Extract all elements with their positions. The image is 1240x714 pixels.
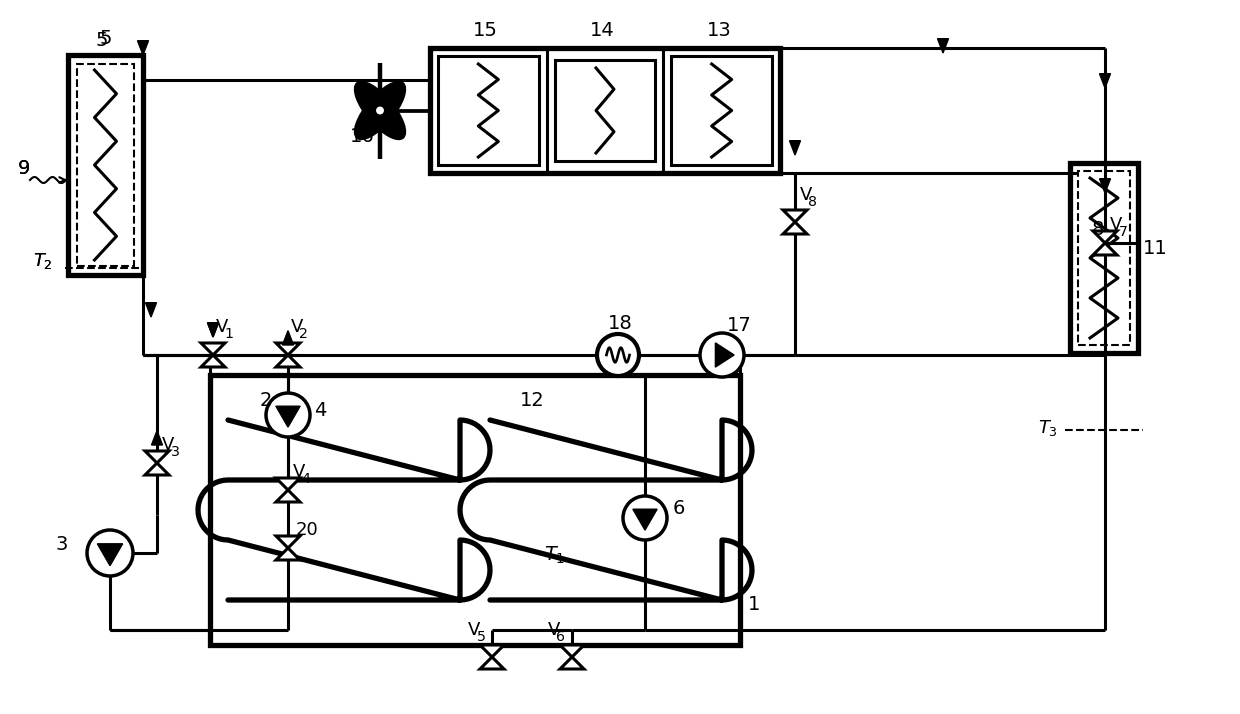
Polygon shape bbox=[98, 544, 123, 565]
Polygon shape bbox=[207, 323, 218, 337]
Circle shape bbox=[374, 106, 384, 116]
Text: 4: 4 bbox=[301, 472, 310, 486]
Text: V: V bbox=[1110, 216, 1122, 234]
Polygon shape bbox=[480, 657, 503, 669]
Polygon shape bbox=[715, 343, 734, 367]
Text: V: V bbox=[800, 186, 812, 204]
Polygon shape bbox=[145, 303, 156, 317]
Polygon shape bbox=[283, 331, 294, 345]
Bar bbox=[438, 56, 538, 165]
Text: 14: 14 bbox=[590, 21, 615, 39]
Bar bbox=[430, 48, 780, 173]
Text: 5: 5 bbox=[99, 29, 112, 48]
Bar bbox=[77, 64, 134, 266]
Text: 2: 2 bbox=[260, 391, 273, 410]
Bar bbox=[210, 375, 740, 645]
Text: 18: 18 bbox=[608, 313, 632, 333]
Polygon shape bbox=[782, 222, 807, 234]
Polygon shape bbox=[782, 210, 807, 222]
Polygon shape bbox=[151, 431, 162, 445]
Text: 16: 16 bbox=[350, 126, 374, 146]
Polygon shape bbox=[275, 406, 300, 427]
Text: $T_1$: $T_1$ bbox=[544, 544, 565, 565]
Polygon shape bbox=[138, 41, 149, 55]
Text: 11: 11 bbox=[1143, 239, 1168, 258]
Text: 15: 15 bbox=[474, 21, 498, 39]
Polygon shape bbox=[277, 478, 300, 490]
Bar bbox=[671, 56, 773, 165]
Text: V: V bbox=[293, 463, 305, 481]
Polygon shape bbox=[560, 645, 584, 657]
Text: 20: 20 bbox=[296, 521, 319, 539]
Bar bbox=[554, 60, 655, 161]
Text: V: V bbox=[291, 318, 304, 336]
Polygon shape bbox=[145, 463, 169, 475]
Polygon shape bbox=[277, 343, 300, 355]
Polygon shape bbox=[201, 343, 224, 355]
Polygon shape bbox=[1100, 74, 1111, 88]
Text: 3: 3 bbox=[170, 445, 180, 459]
Polygon shape bbox=[790, 141, 801, 155]
Polygon shape bbox=[277, 355, 300, 367]
Circle shape bbox=[701, 333, 744, 377]
Text: 9: 9 bbox=[19, 159, 30, 178]
Bar bbox=[1078, 171, 1130, 345]
Text: 8: 8 bbox=[1091, 220, 1104, 239]
Circle shape bbox=[267, 393, 310, 437]
Polygon shape bbox=[1092, 243, 1117, 255]
Text: V: V bbox=[216, 318, 228, 336]
Polygon shape bbox=[207, 323, 218, 337]
Ellipse shape bbox=[355, 81, 405, 139]
Text: 4: 4 bbox=[314, 401, 326, 420]
Text: 12: 12 bbox=[520, 391, 544, 410]
Polygon shape bbox=[1092, 231, 1117, 243]
Text: 1: 1 bbox=[224, 327, 233, 341]
Text: 5: 5 bbox=[476, 630, 485, 644]
Ellipse shape bbox=[355, 81, 405, 139]
Bar bbox=[68, 55, 143, 275]
Text: V: V bbox=[162, 436, 175, 454]
Circle shape bbox=[596, 334, 639, 376]
Text: 8: 8 bbox=[808, 195, 817, 209]
Polygon shape bbox=[560, 657, 584, 669]
Polygon shape bbox=[937, 39, 949, 53]
Polygon shape bbox=[632, 509, 657, 530]
Polygon shape bbox=[277, 490, 300, 502]
Text: 7: 7 bbox=[1118, 225, 1127, 239]
Polygon shape bbox=[480, 645, 503, 657]
Text: $T_2$: $T_2$ bbox=[33, 251, 53, 271]
Text: 3: 3 bbox=[55, 536, 67, 555]
Text: 6: 6 bbox=[673, 498, 686, 518]
Polygon shape bbox=[277, 548, 300, 560]
Bar bbox=[1070, 163, 1138, 353]
Text: 1: 1 bbox=[748, 595, 760, 615]
Text: 13: 13 bbox=[707, 21, 732, 39]
Text: 5: 5 bbox=[95, 31, 108, 49]
Text: V: V bbox=[467, 621, 480, 639]
Polygon shape bbox=[201, 355, 224, 367]
Polygon shape bbox=[277, 536, 300, 548]
Text: V: V bbox=[548, 621, 560, 639]
Text: 6: 6 bbox=[557, 630, 565, 644]
Text: 17: 17 bbox=[727, 316, 751, 334]
Text: $T_3$: $T_3$ bbox=[1038, 418, 1058, 438]
Circle shape bbox=[622, 496, 667, 540]
Polygon shape bbox=[145, 451, 169, 463]
Text: 9: 9 bbox=[19, 159, 30, 178]
Text: 2: 2 bbox=[299, 327, 309, 341]
Polygon shape bbox=[1100, 178, 1111, 193]
Text: $T_2$: $T_2$ bbox=[33, 251, 53, 271]
Circle shape bbox=[87, 530, 133, 576]
